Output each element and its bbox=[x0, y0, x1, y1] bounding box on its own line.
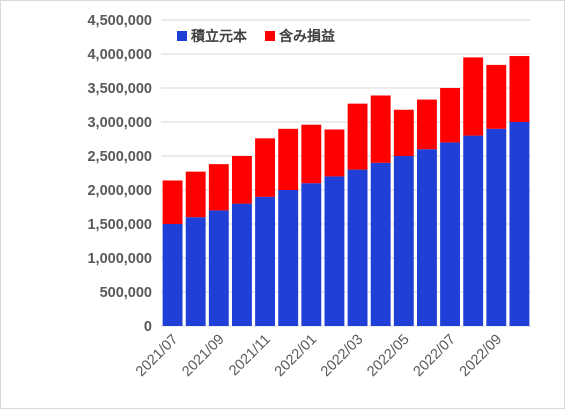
bar-unrealized-gain bbox=[440, 88, 461, 143]
bar-principal bbox=[416, 149, 437, 326]
bar-unrealized-gain bbox=[370, 95, 391, 163]
bar-principal bbox=[370, 162, 391, 326]
x-tick-label: 2022/01 bbox=[272, 332, 320, 380]
bar-principal bbox=[208, 210, 229, 326]
y-tick-label: 1,500,000 bbox=[87, 217, 152, 233]
bar-unrealized-gain bbox=[162, 180, 183, 224]
bar-unrealized-gain bbox=[208, 164, 229, 211]
bar-unrealized-gain bbox=[255, 138, 276, 197]
bar-unrealized-gain bbox=[185, 171, 206, 218]
bar-unrealized-gain bbox=[324, 129, 345, 177]
bar-principal bbox=[255, 196, 276, 326]
bar-principal bbox=[486, 128, 507, 326]
bar-principal bbox=[440, 142, 461, 326]
bar-principal bbox=[393, 156, 414, 326]
bars bbox=[162, 56, 530, 326]
bar-principal bbox=[509, 122, 530, 326]
x-tick-label: 2022/03 bbox=[318, 332, 366, 380]
legend-swatch-principal bbox=[177, 31, 187, 41]
y-tick-label: 3,000,000 bbox=[87, 115, 152, 131]
bar-unrealized-gain bbox=[463, 57, 484, 136]
y-tick-label: 4,000,000 bbox=[87, 47, 152, 63]
bar-principal bbox=[162, 224, 183, 326]
y-tick-label: 2,000,000 bbox=[87, 183, 152, 199]
y-tick-label: 2,500,000 bbox=[87, 149, 152, 165]
legend-label-gain: 含み損益 bbox=[279, 28, 335, 45]
x-tick-label: 2022/07 bbox=[411, 332, 459, 380]
x-tick-label: 2021/09 bbox=[179, 332, 227, 380]
x-tick-label: 2021/07 bbox=[133, 332, 181, 380]
bar-principal bbox=[231, 203, 252, 326]
bar-principal bbox=[278, 190, 299, 326]
y-axis-tick-labels: 0 500,000 1,000,000 1,500,000 2,000,000 2,500… bbox=[87, 13, 152, 335]
x-tick-label: 2021/11 bbox=[226, 332, 274, 380]
y-tick-label: 500,000 bbox=[100, 285, 152, 301]
y-tick-label: 0 bbox=[144, 319, 152, 335]
legend-label-principal: 積立元本 bbox=[190, 28, 248, 45]
x-tick-label: 2022/09 bbox=[457, 332, 505, 380]
x-axis-tick-labels: 2021/072021/092021/112022/012022/032022/… bbox=[133, 332, 505, 380]
bar-principal bbox=[301, 183, 322, 326]
bar-unrealized-gain bbox=[509, 56, 530, 122]
y-tick-label: 4,500,000 bbox=[87, 13, 152, 29]
bar-unrealized-gain bbox=[301, 124, 322, 184]
bar-principal bbox=[347, 169, 368, 326]
bar-principal bbox=[185, 217, 206, 326]
y-tick-label: 3,500,000 bbox=[87, 81, 152, 97]
bar-principal bbox=[463, 135, 484, 326]
bar-unrealized-gain bbox=[416, 99, 437, 150]
bar-unrealized-gain bbox=[486, 64, 507, 129]
bar-principal bbox=[324, 176, 345, 326]
bar-unrealized-gain bbox=[347, 103, 368, 170]
x-tick-label: 2022/05 bbox=[364, 332, 412, 380]
legend-swatch-gain bbox=[265, 31, 275, 41]
bar-unrealized-gain bbox=[278, 128, 299, 190]
bar-unrealized-gain bbox=[231, 156, 252, 204]
bar-unrealized-gain bbox=[393, 109, 414, 156]
y-tick-label: 1,000,000 bbox=[87, 251, 152, 267]
legend: 積立元本 含み損益 bbox=[177, 28, 335, 45]
